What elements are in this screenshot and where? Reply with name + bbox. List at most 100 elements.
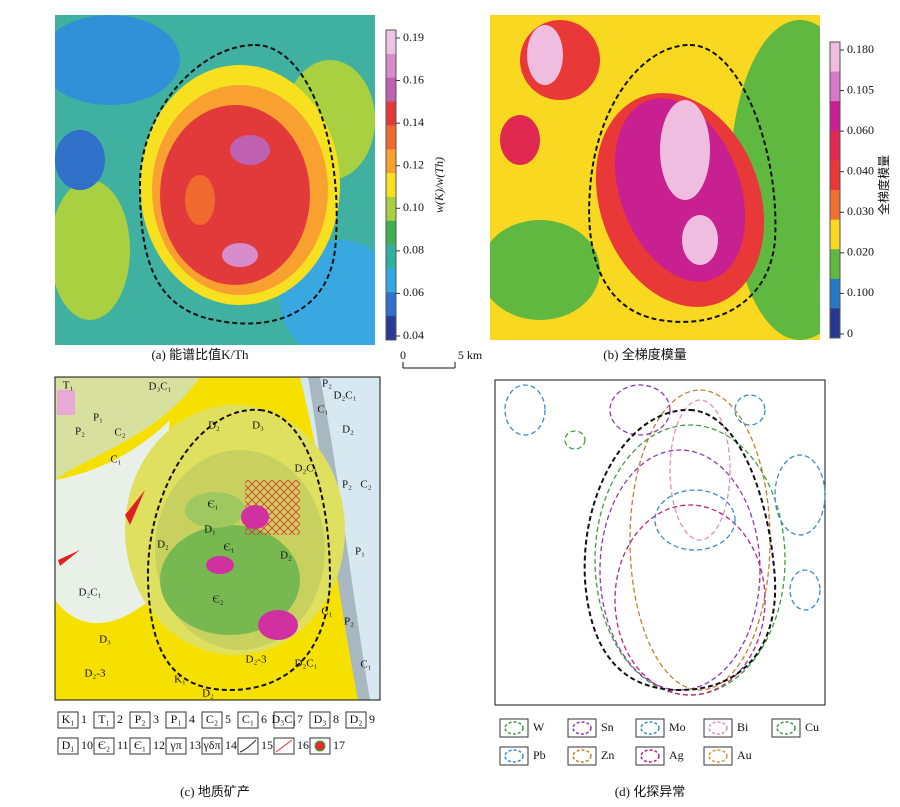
legend-number: 5 (225, 712, 231, 726)
legend-number: 12 (153, 738, 165, 752)
legend-number: 1 (81, 712, 87, 726)
map-label: D₂-3 (246, 654, 267, 666)
legend-code: K₁ (62, 712, 75, 726)
legend-box (129, 737, 151, 755)
map-label: D₂ (157, 539, 169, 551)
colorbar-swatch (830, 101, 840, 132)
colorbar-swatch (830, 71, 840, 102)
colorbar-b: 0.180 0.105 0.060 0.040 0.030 0.020 0.100 0 (829, 41, 874, 340)
map-label: D₂ (202, 688, 214, 700)
colorbar-swatch (830, 308, 840, 339)
colorbar-swatch (386, 125, 396, 150)
legend-number: 14 (225, 738, 237, 752)
map-label: D₃ (252, 420, 264, 432)
colorbar-swatch (386, 292, 396, 317)
colorbar-swatch (386, 244, 396, 269)
scale-label: 0 (400, 348, 406, 362)
map-label: Є₁ (223, 542, 234, 554)
colorbar-swatch (386, 220, 396, 246)
legend-code: Є₂ (98, 738, 110, 752)
colorbar-swatch (830, 160, 840, 191)
legend-code: Є₁ (134, 738, 146, 752)
legend-code: D₃C₁ (271, 712, 296, 726)
legend-symbol (504, 721, 524, 735)
legend-symbol (314, 740, 326, 752)
map-label: P₁ (355, 546, 365, 558)
legend-symbol (708, 721, 728, 735)
map-label: P₂ (75, 426, 85, 438)
legend-box (165, 711, 187, 729)
map-label: C₂ (360, 479, 371, 491)
legend-code: γπ (169, 738, 181, 752)
legend-number: 15 (261, 738, 273, 752)
colorbar-label: 全梯度模量 (876, 155, 891, 215)
legend-name: Bi (737, 720, 749, 734)
map-label: K₁ (174, 674, 186, 686)
map-label: D₂-3 (85, 668, 106, 680)
map-label: P₂ (344, 616, 354, 628)
legend-symbol (708, 749, 728, 763)
colorbar-swatch (386, 149, 396, 174)
map-label: D₂ (280, 550, 292, 562)
legend-box (201, 737, 223, 755)
colorbar-tick-label: 0.16 (403, 72, 424, 86)
map-label: C₁ (317, 404, 328, 416)
colorbar-swatch (830, 249, 840, 280)
colorbar-frame (829, 41, 841, 339)
legend-symbol (275, 739, 293, 753)
colorbar-tick-label: 0.040 (847, 163, 874, 177)
colorbar-tick-label: 0.020 (847, 245, 874, 259)
legend-number: 4 (189, 712, 195, 726)
legend-symbol (572, 749, 592, 763)
legend-number: 7 (297, 712, 303, 726)
legend-number: 16 (297, 738, 309, 752)
colorbar-tick-label: 0.060 (847, 123, 874, 137)
map-label: C₁ (110, 454, 121, 466)
map-label: Є₂ (212, 594, 223, 606)
legend-code: D₂ (350, 712, 363, 726)
legend-code: D₃ (314, 712, 327, 726)
colorbar-tick-label: 0.100 (847, 285, 874, 299)
legend-symbol (640, 721, 660, 735)
colorbar-swatch (386, 268, 396, 293)
legend-number: 3 (153, 712, 159, 726)
legend-name: Pb (533, 748, 546, 762)
colorbar-a: 0.19 0.16 0.14 0.12 0.10 0.08 0.06 0.04 (385, 29, 424, 342)
boundary-d (583, 408, 777, 692)
legend-name: Ag (669, 748, 684, 762)
caption: (b) 全梯度模量 (603, 347, 686, 362)
colorbar-swatch (830, 278, 840, 309)
colorbar-frame (385, 29, 397, 341)
map-label: D₂ (342, 424, 354, 436)
legend-c: K₁ 1 T₁ 2 P₂ 3 P₁ 4 C₂ 5 C₁ 6 D₃C₁ 7 D₃ 8 D₂ 9 D₁ 10 Є₂ 11 Є₁ 1… (57, 711, 375, 755)
legend-symbol (239, 739, 257, 753)
legend-box (165, 737, 187, 755)
legend-symbol (504, 749, 524, 763)
legend-number: 6 (261, 712, 267, 726)
map-label: D₂C₁ (79, 587, 102, 599)
map-label: D₂C₁ (295, 463, 318, 475)
legend-number: 17 (333, 738, 345, 752)
colorbar-label: w(K)/w(Th) (432, 157, 446, 213)
legend-code: C₂ (206, 712, 218, 726)
colorbar-tick-label: 0.04 (403, 328, 424, 342)
colorbar-swatch (386, 77, 396, 103)
caption: (d) 化探异常 (615, 784, 685, 799)
legend-d: W Sn Mo Bi Cu Pb Zn Ag Au (499, 718, 819, 766)
legend-number: 2 (117, 712, 123, 726)
legend-name: Zn (601, 748, 614, 762)
colorbar-swatch (386, 196, 396, 222)
legend-symbol (572, 721, 592, 735)
map-c (55, 377, 380, 700)
boundary-c (146, 408, 332, 692)
colorbar-swatch (386, 53, 396, 79)
legend-box (309, 711, 331, 729)
colorbar-swatch (386, 173, 396, 198)
legend-box (273, 711, 295, 729)
map-label: T₁ (63, 380, 74, 392)
colorbar-swatch (386, 316, 396, 341)
boundary-b (588, 43, 777, 323)
legend-box (93, 737, 115, 755)
legend-name: Mo (669, 720, 686, 734)
frame (54, 376, 381, 701)
